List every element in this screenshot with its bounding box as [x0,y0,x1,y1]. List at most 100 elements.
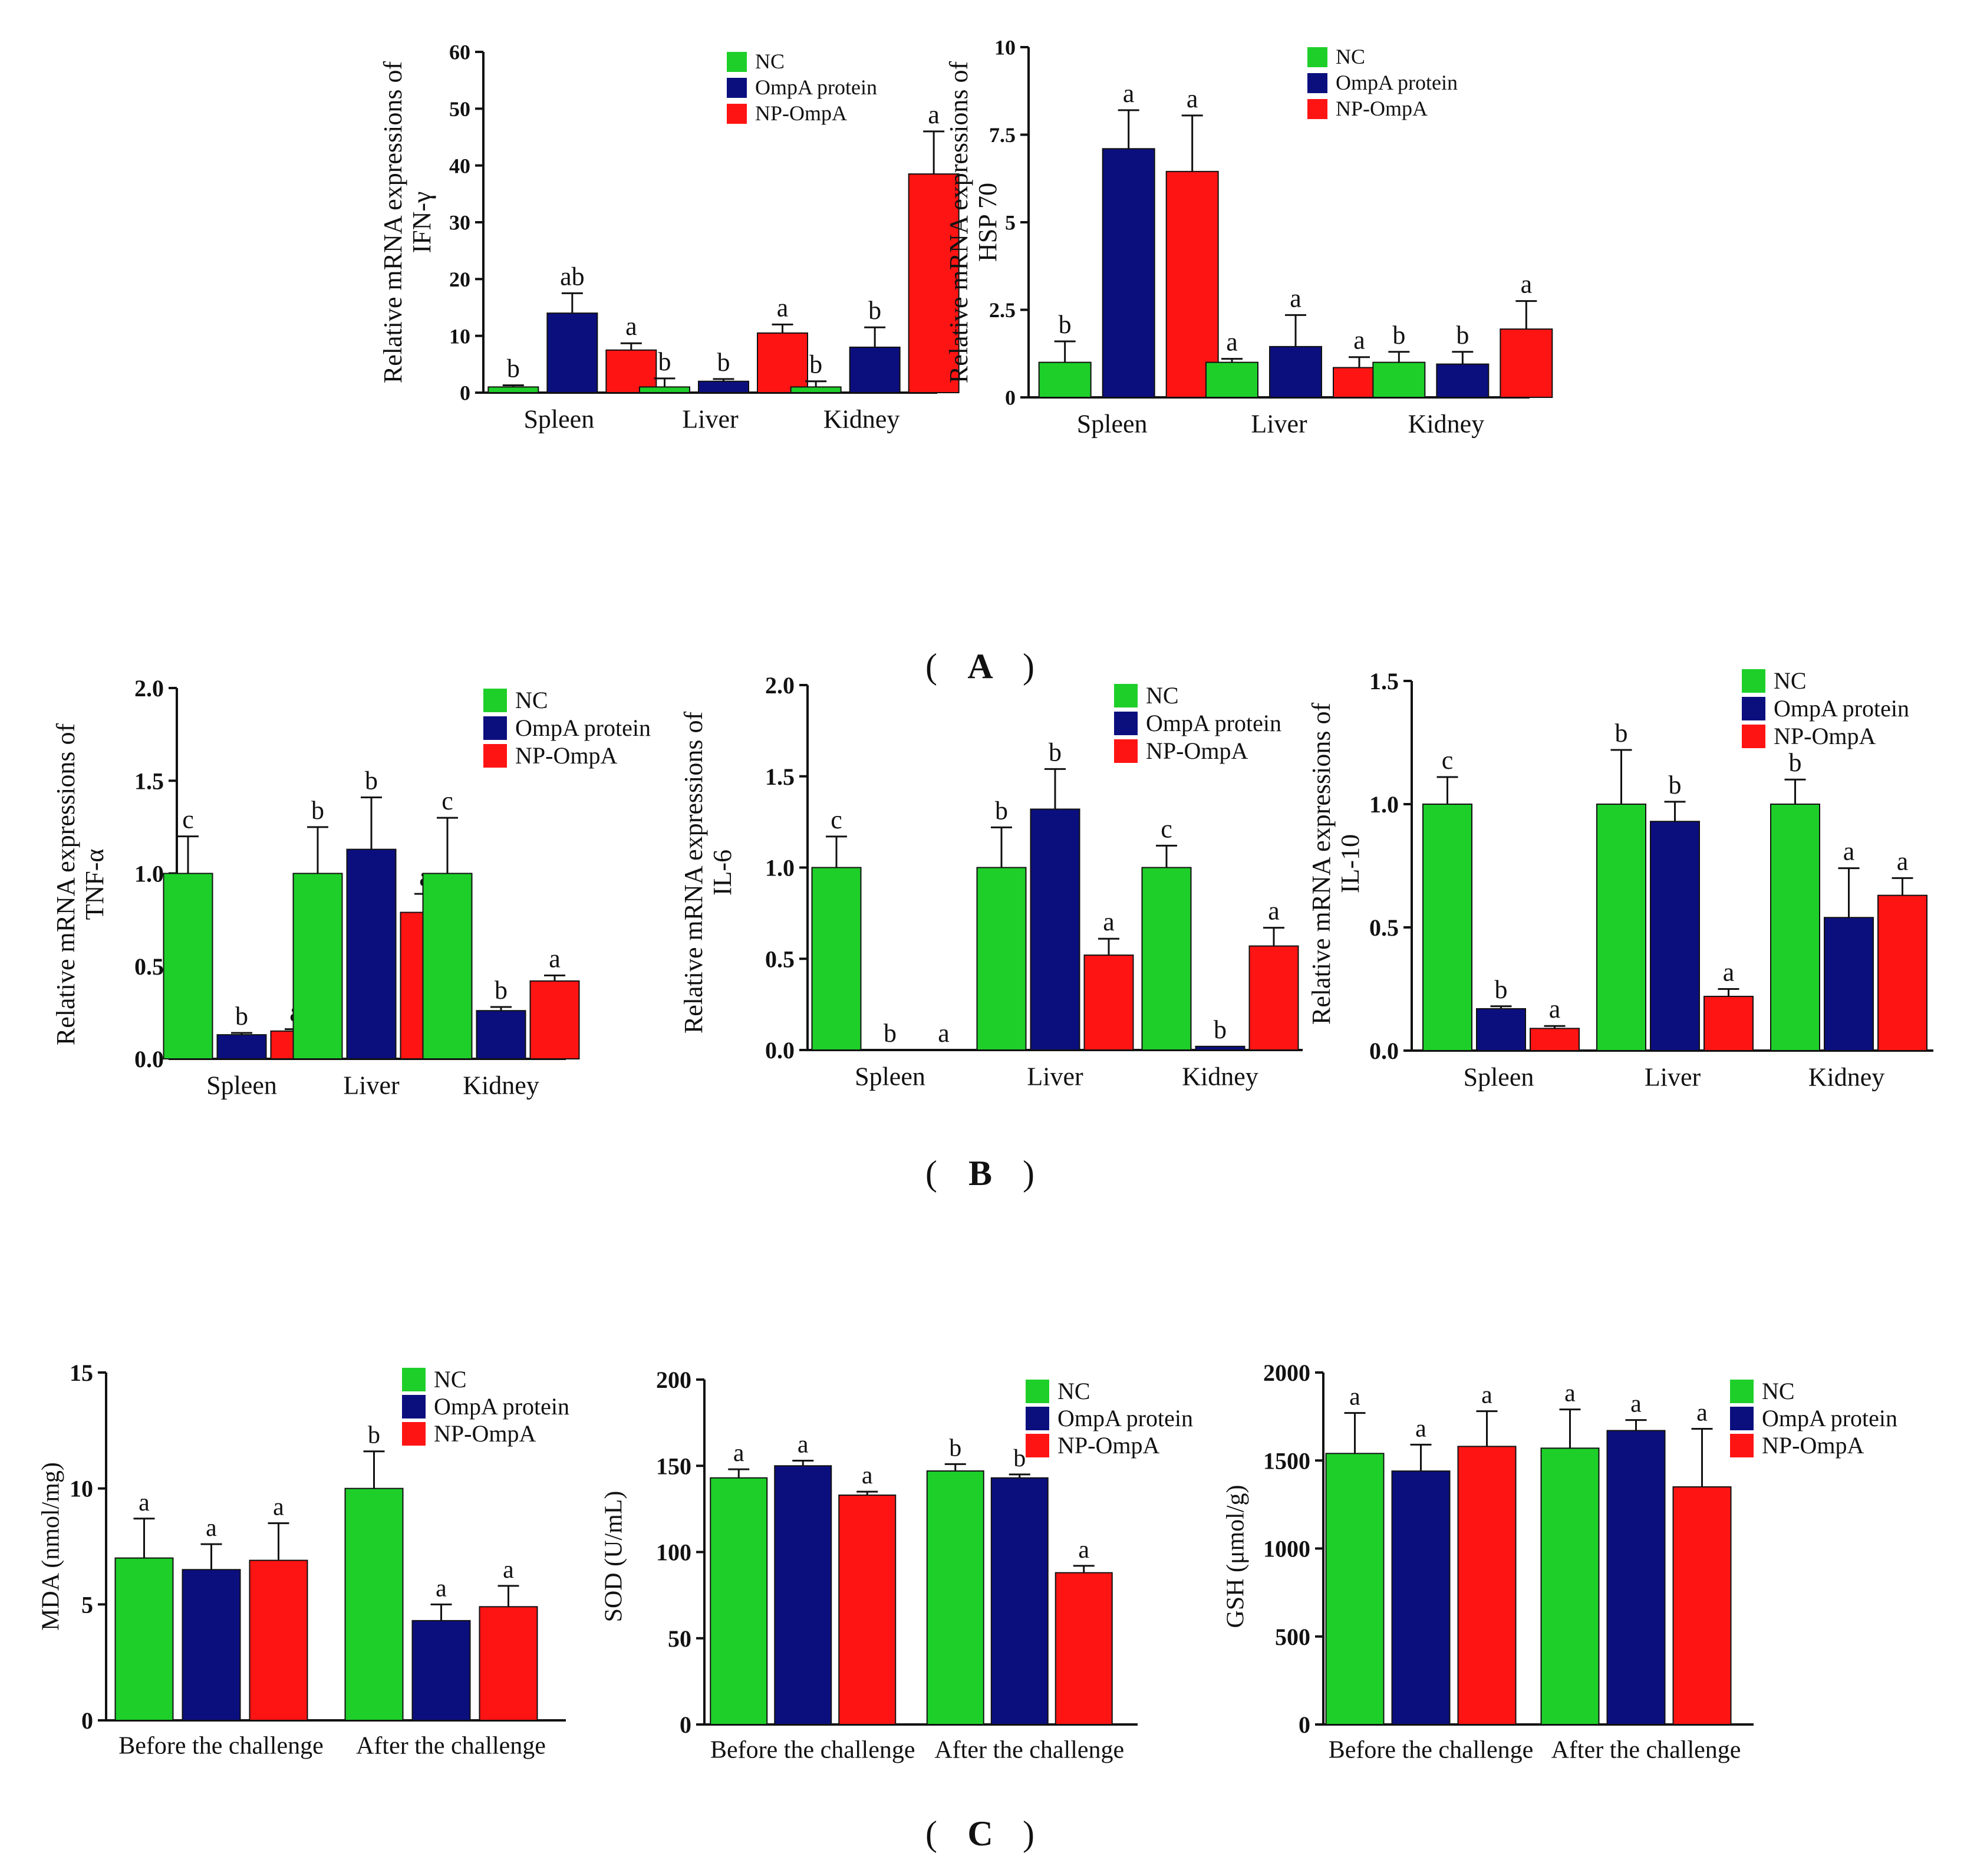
y-tick-label: 0 [1299,1712,1310,1738]
significance-letter: a [1290,284,1301,312]
significance-letter: a [1843,837,1855,866]
significance-letter: c [1161,814,1172,843]
bar [1500,328,1553,398]
legend-label: NC [515,687,548,713]
y-tick-label: 0.5 [134,953,164,980]
legend-swatch [1114,739,1138,763]
y-axis-label-line: Relative mRNA expressions of [679,712,708,1034]
y-axis-label-line: Relative mRNA expressions of [378,61,407,384]
significance-letter: a [798,1431,809,1458]
x-category-label: Liver [1027,1062,1083,1091]
y-tick-label: 60 [449,41,470,64]
panel-label-c-close: ) [1023,1814,1034,1853]
y-axis-label-line: Relative mRNA expressions of [944,61,973,384]
x-category-label: Spleen [523,404,594,433]
legend-swatch [727,104,747,124]
bar [344,1487,404,1722]
y-tick-label: 50 [449,97,470,121]
legend-label: NP-OmpA [1336,97,1428,120]
significance-letter: b [1789,748,1802,777]
y-tick-label: 20 [449,268,470,291]
x-category-label: Liver [343,1071,400,1100]
y-tick-label: 40 [449,154,470,177]
y-tick-label: 0.5 [1369,914,1399,941]
legend-swatch [727,52,747,72]
legend-swatch [1730,1434,1754,1457]
y-tick-label: 1.0 [134,861,164,887]
x-category-label: After the challenge [1551,1737,1741,1764]
bar [790,386,842,393]
legend-label: NP-OmpA [755,101,847,125]
y-tick-label: 0 [460,381,470,405]
y-axis-label-line: MDA (nmol/mg) [38,1462,65,1631]
significance-letter: a [862,1462,873,1489]
significance-letter: b [1495,975,1508,1004]
y-tick-label: 1000 [1263,1536,1310,1562]
bar [1540,1447,1600,1725]
significance-letter: ab [560,262,585,291]
panel-label-b-close: ) [1023,1154,1034,1193]
bar [1436,363,1490,399]
y-tick-label: 200 [656,1367,691,1393]
bar [1030,808,1080,1051]
y-tick-label: 2.0 [765,672,795,699]
bar [1596,804,1646,1051]
y-tick-label: 5 [81,1591,93,1618]
legend-label: OmpA protein [1146,710,1281,736]
panel-label-a-letter: A [967,647,993,686]
legend-label: NP-OmpA [1774,723,1876,749]
bar [479,1606,538,1721]
significance-letter: a [1103,907,1115,936]
legend-label: NP-OmpA [434,1420,536,1447]
x-category-label: Spleen [855,1062,925,1091]
legend-swatch [1307,73,1327,93]
legend-swatch [483,744,507,768]
bar [1165,170,1219,398]
chart-gsh: 0 500 1000 1500 2000 GSH (μmol/g) Before the c… [1223,1360,1897,1764]
y-axis-label: Relative mRNA expressions ofIFN-γ [378,61,436,384]
x-category-label: Kidney [1182,1062,1258,1091]
y-tick-label: 1.5 [134,768,164,794]
significance-letter: a [503,1556,514,1584]
significance-letter: a [1187,84,1198,113]
significance-letter: a [733,1440,744,1467]
legend-swatch [1114,684,1138,707]
y-tick-label: 10 [994,36,1016,60]
legend-label: OmpA protein [515,715,651,741]
legend-swatch [483,689,507,712]
bar [114,1557,174,1722]
y-tick-label: 2000 [1263,1360,1310,1386]
y-tick-label: 1.5 [765,763,795,790]
x-category-label: Spleen [1464,1062,1534,1091]
significance-letter: b [1615,719,1628,748]
bar [1770,804,1820,1051]
significance-letter: c [441,786,453,815]
legend-label: OmpA protein [1336,71,1458,94]
bar [1102,148,1155,398]
significance-letter: c [182,805,194,834]
significance-letter: b [1214,1015,1227,1044]
bar [529,980,580,1060]
x-category-label: Spleen [1077,409,1148,438]
significance-letter: b [368,1422,380,1449]
significance-letter: a [1268,897,1280,926]
legend-swatch [1114,712,1138,735]
significance-letter: a [928,100,940,129]
legend-swatch [1026,1380,1049,1403]
legend-label: NC [1336,45,1365,68]
y-tick-label: 1.5 [1369,668,1399,695]
legend-label: NC [1762,1378,1795,1404]
significance-letter: b [1669,771,1682,799]
y-tick-label: 0 [680,1712,691,1738]
legend-label: NP-OmpA [1057,1432,1159,1459]
chart-sod: 0 50 100 150 200 SOD (U/mL) Before the challen… [601,1367,1193,1764]
bar [639,386,690,393]
bar [487,386,539,393]
chart-ifn-gamma: 0 10 20 30 40 50 60 Relative mRNA expressions o… [378,41,960,433]
bar [216,1034,267,1059]
significance-letter: a [1723,958,1735,987]
y-tick-label: 150 [656,1453,691,1479]
panel-label-b-open: ( [925,1154,937,1193]
bar [476,1010,526,1059]
